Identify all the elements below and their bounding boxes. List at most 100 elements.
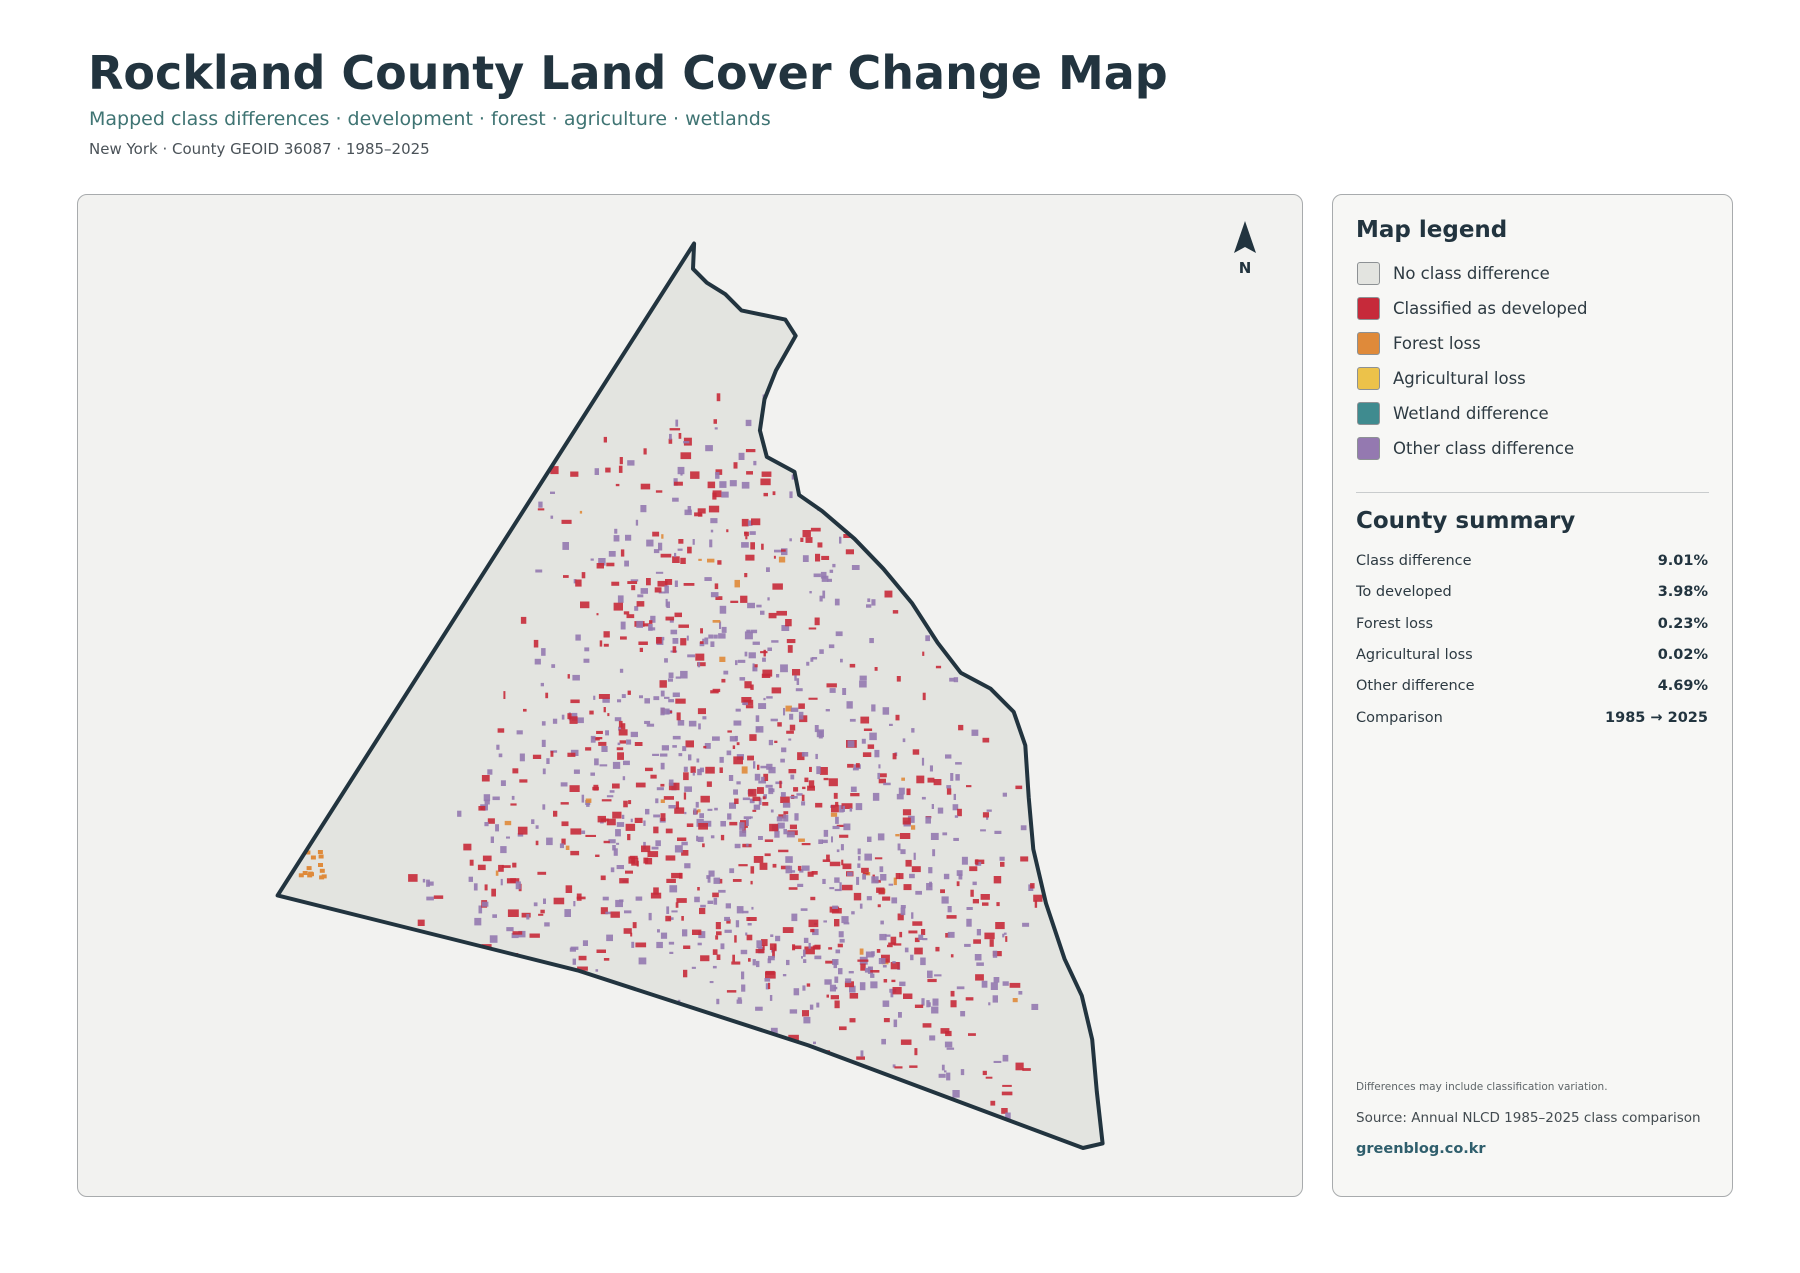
change-patch [752,666,758,672]
change-patch [630,731,638,738]
change-patch [776,816,783,822]
change-patch [474,917,482,926]
change-patch [807,871,814,877]
change-patch [540,682,544,687]
change-patch [476,980,480,985]
change-patch [618,720,623,728]
change-patch [782,974,787,977]
change-patch [596,730,603,734]
change-patch [765,971,776,979]
change-patch [310,855,316,860]
change-patch [810,527,821,532]
change-patch [774,740,778,743]
change-patch [813,573,821,578]
change-patch [911,1129,917,1134]
change-patch [538,1007,543,1015]
change-patch [742,910,749,914]
change-patch [808,627,817,630]
change-patch [881,1038,886,1045]
change-patch [752,796,761,802]
change-patch [807,1089,814,1095]
change-patch [914,1048,918,1056]
change-patch [981,1113,986,1122]
change-patch [947,931,955,938]
change-patch [966,918,972,927]
change-patch [757,787,764,794]
change-patch [775,384,783,388]
change-patch [567,674,570,679]
change-patch [769,995,773,1001]
change-patch [444,973,450,980]
change-patch [757,1139,760,1144]
change-patch [634,606,639,611]
change-patch [795,688,803,692]
change-patch [607,713,610,717]
summary-label: Agricultural loss [1356,646,1473,663]
change-patch [761,471,772,477]
change-patch [716,998,720,1005]
change-patch [698,723,701,730]
change-patch [859,903,863,909]
change-patch [677,720,685,726]
change-patch [897,843,901,851]
change-patch [844,1083,847,1088]
change-patch [690,766,696,773]
change-patch [669,619,674,623]
change-patch [860,1050,864,1057]
change-patch [672,692,680,697]
change-patch [719,767,723,773]
change-patch [463,843,472,851]
change-patch [863,728,873,731]
change-patch [1079,789,1087,793]
change-patch [907,815,915,823]
change-patch [506,927,514,932]
change-patch [828,644,835,649]
change-patch [810,1079,821,1083]
change-patch [707,876,711,883]
change-patch [319,875,325,880]
change-patch [803,937,809,943]
change-patch [790,707,799,712]
change-patch [972,881,977,886]
change-patch [804,946,815,955]
change-patch [823,1060,827,1066]
change-patch [751,906,754,910]
change-patch [628,856,635,864]
change-patch [976,962,984,966]
change-patch [767,647,772,651]
change-patch [706,781,712,787]
change-patch [982,737,990,743]
change-patch [674,807,685,814]
change-patch [595,737,600,741]
change-patch [834,598,840,606]
change-patch [709,539,713,548]
change-patch [1002,1054,1009,1062]
change-patch [647,851,659,858]
change-patch [1052,807,1057,811]
change-patch [841,916,849,924]
change-patch [823,920,827,923]
change-patch [874,749,880,758]
change-patch [590,772,595,776]
change-patch [589,710,594,715]
change-patch [672,745,677,748]
change-patch [570,828,582,835]
change-patch [927,978,937,983]
change-patch [491,888,496,897]
change-patch [622,776,626,781]
change-patch [914,1004,924,1008]
change-patch [700,955,710,962]
change-patch [1005,1112,1011,1121]
change-patch [929,881,932,887]
change-patch [790,796,798,799]
change-patch [732,745,736,749]
change-patch [750,629,758,634]
change-patch [710,835,715,839]
change-patch [984,932,995,940]
change-patch [814,725,819,733]
change-patch [837,943,843,948]
change-patch [745,554,755,561]
change-patch [990,982,998,990]
change-patch [921,796,926,800]
change-patch [512,931,523,935]
